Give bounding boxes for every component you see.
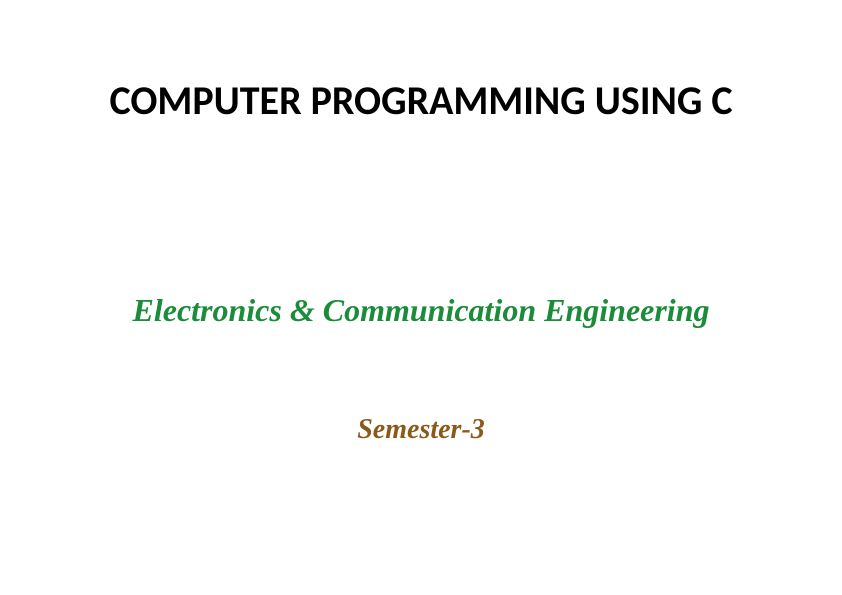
slide-semester: Semester-3 <box>0 414 842 446</box>
slide-subtitle: Electronics & Communication Engineering <box>0 290 842 330</box>
slide-title: COMPUTER PROGRAMMING USING C <box>0 78 842 124</box>
